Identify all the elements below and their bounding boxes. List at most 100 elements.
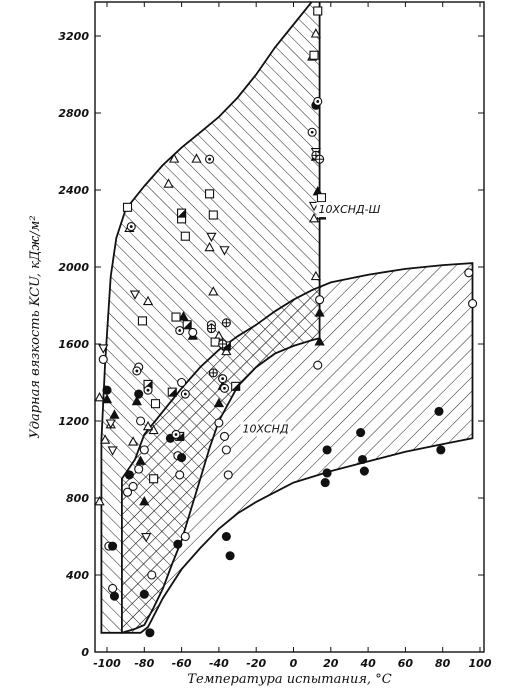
data-point-triangle-down-open — [308, 201, 320, 212]
data-point-circle-filled — [322, 468, 332, 478]
data-point-circle-open — [98, 354, 108, 364]
data-point-triangle-open — [163, 178, 174, 188]
data-point-circle-filled — [108, 541, 118, 551]
data-point-circle-cross — [206, 324, 216, 334]
data-point-circle-cross — [218, 339, 228, 349]
data-point-circle-filled — [102, 385, 112, 395]
x-tick-label: -100 — [93, 657, 121, 670]
data-point-circle-filled — [436, 445, 446, 455]
data-point-triangle-open — [221, 345, 232, 356]
data-point-triangle-open — [310, 28, 322, 38]
data-point-circle-open — [313, 360, 323, 370]
data-point-circle-filled — [124, 470, 134, 480]
y-tick-label: 0 — [81, 646, 89, 659]
data-point-circle-filled — [177, 453, 187, 463]
data-point-square-half — [182, 320, 192, 330]
data-point-circle-open — [122, 487, 133, 497]
regions-layer — [100, 2, 474, 634]
data-point-circle-open — [464, 268, 474, 278]
data-point-circle-cross — [221, 318, 231, 328]
data-point-triangle-open — [94, 495, 105, 506]
data-point-square-open — [313, 6, 323, 16]
data-point-circle-open — [223, 470, 233, 480]
x-tick-label: -60 — [172, 657, 192, 670]
data-point-circle-open — [214, 418, 224, 428]
data-point-square-open — [149, 474, 159, 484]
data-point-square-open — [208, 210, 218, 220]
x-tick-label: 0 — [290, 657, 298, 670]
x-tick-label: -40 — [209, 657, 229, 670]
data-point-circle-open — [219, 431, 230, 441]
data-point-circle-open — [139, 445, 149, 455]
annotation-bg — [316, 202, 383, 218]
x-tick-label: 20 — [323, 657, 339, 670]
plot-frame — [94, 1, 485, 653]
y-tick-label: 3200 — [58, 30, 89, 43]
y-tick-label: 1200 — [58, 415, 89, 428]
y-tick-label: 2400 — [58, 184, 89, 197]
data-point-triangle-filled — [139, 495, 150, 506]
data-point-square-half — [231, 381, 241, 391]
data-point-triangle-open — [127, 436, 139, 446]
data-point-circle-open — [188, 327, 198, 338]
data-point-circle-dot — [126, 222, 136, 232]
y-tick-label: 400 — [65, 569, 89, 582]
data-point-triangle-down-open — [98, 344, 109, 354]
data-point-triangle-open — [100, 434, 111, 444]
data-point-triangle-open — [142, 295, 154, 306]
data-point-circle-open — [134, 464, 144, 474]
region-10hsnd-sh-outline — [100, 2, 321, 634]
data-point-triangle-open — [169, 153, 180, 163]
data-point-circle-filled — [109, 591, 120, 601]
region-annotation: 10ХСНД-Ш — [319, 203, 381, 216]
y-tick-label: 2800 — [58, 107, 89, 120]
data-point-circle-filled — [145, 628, 155, 638]
data-point-circle-dot — [313, 96, 323, 106]
data-point-square-open — [150, 399, 161, 409]
data-point-square-half — [167, 387, 177, 397]
data-point-triangle-open — [142, 420, 154, 431]
data-point-circle-cross — [208, 368, 218, 378]
x-axis-title: Температура испытания, °С — [187, 672, 391, 687]
data-point-circle-filled — [357, 454, 368, 465]
data-point-triangle-down-open — [107, 446, 118, 456]
data-point-circle-open — [180, 531, 190, 542]
region-10hsnd-outline — [121, 262, 474, 634]
data-point-circle-filled — [225, 551, 235, 561]
data-point-circle-open — [467, 299, 478, 309]
data-point-circle-filled — [221, 531, 231, 542]
data-point-square-open — [316, 193, 327, 203]
data-point-triangle-filled — [213, 397, 225, 408]
data-point-circle-dot — [171, 429, 181, 440]
data-point-circle-dot — [132, 366, 142, 376]
data-point-square-open — [137, 316, 147, 326]
data-point-circle-filled — [139, 589, 149, 599]
data-point-triangle-open — [94, 392, 105, 402]
points-layer — [94, 6, 478, 638]
data-point-triangle-open — [208, 286, 219, 296]
y-tick-label: 1600 — [58, 338, 89, 351]
data-point-triangle-filled — [178, 311, 189, 321]
data-point-square-open — [205, 189, 215, 199]
data-point-square-open — [210, 337, 220, 347]
data-point-circle-filled — [320, 478, 330, 488]
data-point-circle-open — [221, 445, 231, 455]
data-point-triangle-filled — [314, 336, 325, 346]
data-point-triangle-down-open — [219, 246, 230, 256]
data-point-triangle-open — [310, 270, 322, 281]
data-point-circle-filled — [434, 406, 444, 416]
x-tick-label: 40 — [359, 657, 376, 670]
x-tick-label: 100 — [469, 657, 492, 670]
data-point-circle-dot — [219, 383, 230, 393]
data-point-circle-filled — [322, 445, 332, 455]
data-point-circle-open — [136, 416, 146, 426]
data-point-triangle-filled — [135, 455, 146, 465]
data-point-circle-open — [128, 481, 138, 492]
x-tick-label: -20 — [246, 657, 266, 670]
data-point-circle-open — [315, 295, 325, 305]
data-point-triangle-filled — [109, 409, 120, 419]
region-annotation: 10ХСНД — [242, 423, 288, 436]
data-point-triangle-filled — [131, 395, 142, 406]
axes-layer — [94, 1, 485, 653]
